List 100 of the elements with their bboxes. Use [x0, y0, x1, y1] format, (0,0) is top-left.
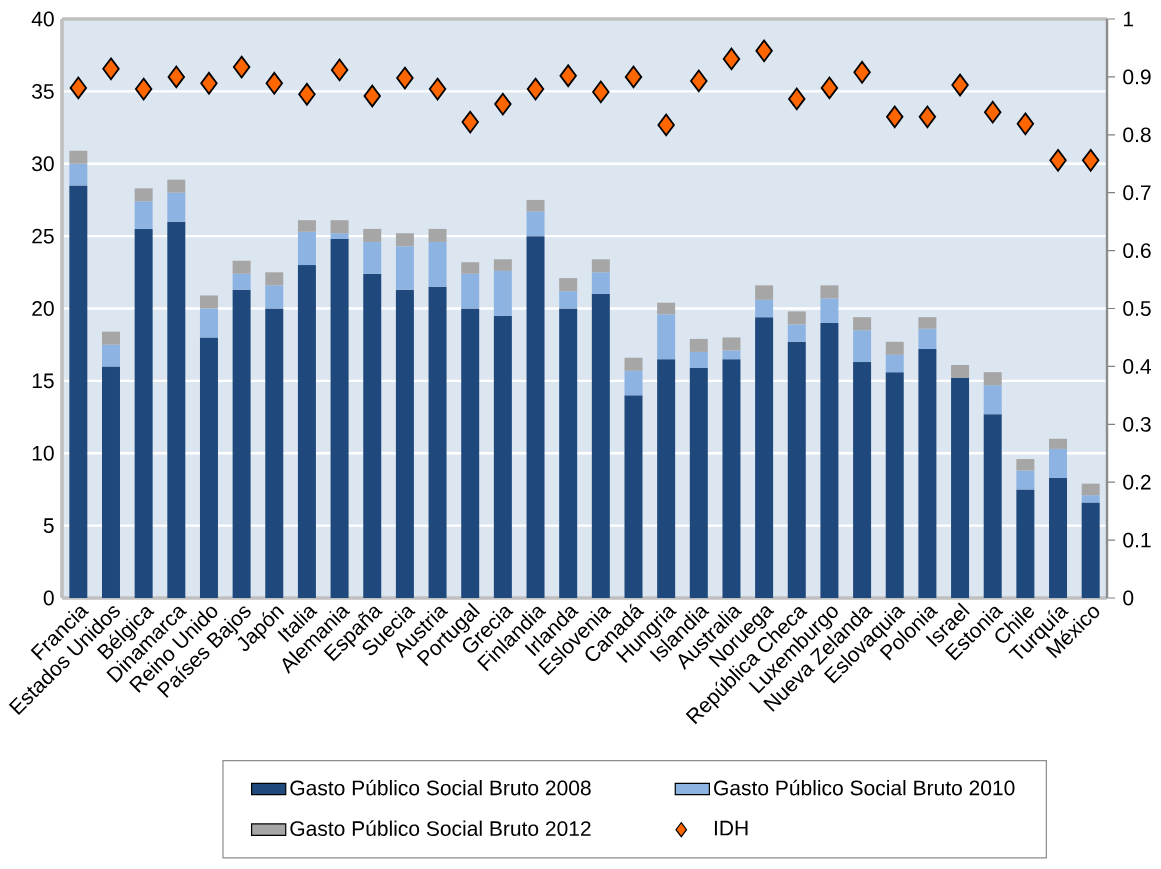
point [461, 110, 479, 134]
point [559, 64, 577, 88]
point [232, 55, 251, 79]
bar [167, 221, 186, 598]
point [1016, 112, 1035, 136]
bar [101, 331, 120, 345]
y-tick-label: 25 [32, 228, 54, 244]
point [265, 71, 283, 95]
bar [526, 236, 545, 598]
y2-tick-label: 0.8 [1123, 127, 1151, 143]
bar [167, 192, 186, 222]
bar [624, 357, 643, 371]
bar [101, 344, 120, 367]
bar [461, 308, 480, 598]
y-tick-label: 40 [31, 11, 54, 27]
legend-label: Gasto Público Social Bruto 2010 [714, 779, 1015, 796]
bar [853, 362, 872, 598]
bar [755, 299, 774, 318]
point [526, 77, 545, 101]
bar [395, 246, 414, 290]
bar [330, 220, 349, 234]
bar [983, 385, 1002, 415]
bar [428, 286, 447, 598]
bar [199, 295, 218, 309]
point [102, 57, 120, 81]
bar [591, 294, 610, 598]
y-tick-label: 10 [32, 445, 54, 461]
bar [1016, 489, 1035, 598]
bar [363, 273, 382, 598]
bar [134, 188, 153, 202]
bar [657, 359, 676, 598]
point [657, 113, 675, 137]
point [918, 105, 937, 129]
point [330, 58, 349, 82]
bar [1081, 502, 1100, 598]
bar [853, 317, 872, 331]
bar [134, 201, 153, 229]
bar [722, 337, 741, 351]
bar [428, 241, 447, 287]
bar [885, 354, 904, 373]
bar [297, 220, 316, 232]
y2-tick-label: 0.6 [1123, 243, 1151, 259]
bar [820, 298, 839, 323]
point [820, 76, 839, 100]
bar [624, 395, 643, 598]
bar [983, 414, 1002, 598]
bar [885, 341, 904, 355]
point [1081, 148, 1100, 172]
bar [69, 150, 88, 164]
bar [232, 273, 251, 290]
point [298, 82, 316, 106]
y2-tick-label: 0.9 [1123, 69, 1151, 85]
point [1049, 148, 1067, 172]
bar [69, 163, 88, 186]
bar [395, 233, 414, 247]
bar [820, 285, 839, 299]
y-tick-label: 15 [32, 373, 54, 389]
bar [918, 349, 937, 598]
y2-tick-label: 0.7 [1123, 185, 1151, 201]
point [134, 77, 153, 101]
y2-tick-label: 0.4 [1123, 358, 1151, 374]
y-tick-label: 0 [43, 590, 54, 606]
bar [1049, 448, 1068, 478]
point [363, 84, 381, 108]
bar [69, 185, 88, 598]
bar [787, 341, 806, 598]
bar [820, 322, 839, 598]
bar [1049, 438, 1068, 449]
point [984, 100, 1002, 124]
bar [853, 330, 872, 363]
bar [787, 324, 806, 342]
bar [461, 262, 480, 274]
bar [297, 231, 316, 266]
bar [1016, 470, 1035, 490]
bar [559, 291, 578, 309]
bar [232, 260, 251, 274]
y2-tick-label: 0.3 [1123, 416, 1151, 432]
bar [493, 270, 512, 316]
bar [134, 228, 153, 598]
y2-tick-label: 1 [1124, 11, 1134, 27]
bar [689, 338, 708, 352]
bar [526, 211, 545, 237]
bar [1016, 459, 1035, 471]
bar [1081, 495, 1100, 503]
y2-tick-label: 0 [1123, 590, 1134, 606]
bar [755, 317, 774, 598]
bar [167, 179, 186, 193]
bar [722, 359, 741, 598]
point [722, 47, 741, 71]
bar [689, 367, 708, 598]
y2-tick-label: 0.1 [1123, 532, 1151, 548]
bar [493, 259, 512, 271]
y-tick-label: 5 [43, 518, 54, 533]
bar [755, 285, 774, 300]
point [69, 76, 88, 100]
bar [983, 372, 1002, 386]
bar [657, 314, 676, 360]
bar [591, 259, 610, 273]
bar [461, 273, 480, 309]
bar [885, 372, 904, 598]
